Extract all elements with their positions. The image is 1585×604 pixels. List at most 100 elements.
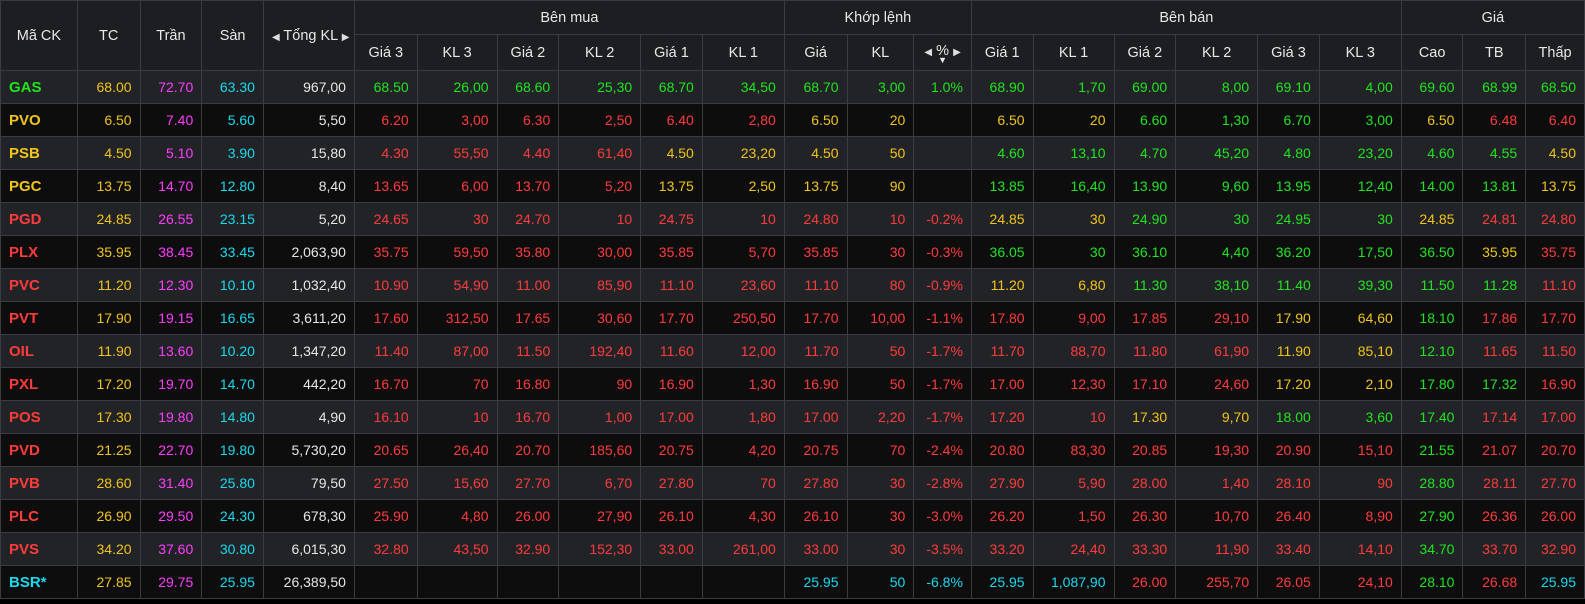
header-symbol[interactable]: Mã CK xyxy=(0,0,78,71)
header-ceiling[interactable]: Trần xyxy=(139,0,203,71)
header-total-volume[interactable]: ◀ Tổng KL ▶ xyxy=(262,0,355,71)
cell-avg: 6.48 xyxy=(1462,103,1527,137)
header-ask-price2[interactable]: Giá 2 xyxy=(1113,34,1177,71)
table-row[interactable]: PVB 28.60 31.40 25.80 79,50 27.50 15,60 27.70 6,… xyxy=(0,466,1585,500)
table-row[interactable]: PLC 26.90 29.50 24.30 678,30 25.90 4,80 26.00 27… xyxy=(0,499,1585,533)
header-ask-vol1[interactable]: KL 1 xyxy=(1032,34,1115,71)
cell-symbol[interactable]: PXL xyxy=(0,367,78,401)
table-row[interactable]: OIL 11.90 13.60 10.20 1,347,20 11.40 87,00 11.5… xyxy=(0,334,1585,368)
cell-ask-price2: 33.30 xyxy=(1113,532,1177,566)
cell-bid-vol3: 10 xyxy=(416,400,498,434)
cell-pct-change: -3.5% xyxy=(913,532,972,566)
table-row[interactable]: PVT 17.90 19.15 16.65 3,611,20 17.60 312,50 17.… xyxy=(0,301,1585,335)
cell-symbol[interactable]: PVO xyxy=(0,103,78,137)
header-bid-vol1[interactable]: KL 1 xyxy=(701,34,785,71)
header-bid-vol3[interactable]: KL 3 xyxy=(416,34,498,71)
cell-symbol[interactable]: PVS xyxy=(0,532,78,566)
pct-right-icon[interactable]: ▶ xyxy=(953,46,961,58)
scroll-left-icon[interactable]: ◀ xyxy=(271,31,280,43)
cell-bid-vol2: 185,60 xyxy=(558,433,642,467)
table-row[interactable]: PGD 24.85 26.55 23.15 5,20 24.65 30 24.70 10 24.7… xyxy=(0,202,1585,236)
cell-bid-price2: 16.80 xyxy=(496,367,560,401)
cell-match-vol: 90 xyxy=(846,169,915,203)
cell-bid-vol2: 27,90 xyxy=(558,499,642,533)
header-ask-price3[interactable]: Giá 3 xyxy=(1257,34,1320,71)
cell-bid-price1: 11.10 xyxy=(640,268,703,302)
table-row[interactable]: BSR* 27.85 29.75 25.95 26,389,50 25.95 50 -6.8%… xyxy=(0,565,1585,599)
cell-ask-vol2: 255,70 xyxy=(1175,565,1259,599)
cell-symbol[interactable]: PVD xyxy=(0,433,78,467)
table-row[interactable]: PVD 21.25 22.70 19.80 5,730,20 20.65 26,40 20.7… xyxy=(0,433,1585,467)
cell-ask-vol1: 1,50 xyxy=(1032,499,1115,533)
cell-bid-vol1: 1,80 xyxy=(701,400,785,434)
table-row[interactable]: PVS 34.20 37.60 30.80 6,015,30 32.80 43,50 32.9… xyxy=(0,532,1585,566)
cell-symbol[interactable]: PVB xyxy=(0,466,78,500)
cell-bid-price1: 6.40 xyxy=(640,103,703,137)
cell-ask-price3: 13.95 xyxy=(1257,169,1320,203)
cell-ref: 13.75 xyxy=(76,169,141,203)
cell-match-vol: 50 xyxy=(846,565,915,599)
cell-symbol[interactable]: PVT xyxy=(0,301,78,335)
table-row[interactable]: PSB 4.50 5.10 3.90 15,80 4.30 55,50 4.40 61,40 4.… xyxy=(0,136,1585,170)
cell-ask-vol2: 38,10 xyxy=(1175,268,1259,302)
cell-ask-vol2: 10,70 xyxy=(1175,499,1259,533)
cell-symbol[interactable]: PVC xyxy=(0,268,78,302)
table-row[interactable]: PGC 13.75 14.70 12.80 8,40 13.65 6,00 13.70 5,20… xyxy=(0,169,1585,203)
header-bid-price3[interactable]: Giá 3 xyxy=(353,34,418,71)
cell-symbol[interactable]: GAS xyxy=(0,70,78,104)
cell-bid-price1: 11.60 xyxy=(640,334,703,368)
header-ask-price1[interactable]: Giá 1 xyxy=(970,34,1034,71)
cell-ask-price2: 24.90 xyxy=(1113,202,1177,236)
header-bid-price1[interactable]: Giá 1 xyxy=(640,34,703,71)
cell-symbol[interactable]: PSB xyxy=(0,136,78,170)
cell-symbol[interactable]: OIL xyxy=(0,334,78,368)
cell-bid-price3: 4.30 xyxy=(353,136,418,170)
header-high[interactable]: Cao xyxy=(1400,34,1464,71)
cell-ceiling: 29.50 xyxy=(139,499,203,533)
cell-symbol[interactable]: BSR* xyxy=(0,565,78,599)
scroll-right-icon[interactable]: ▶ xyxy=(341,31,350,43)
cell-bid-vol1: 10 xyxy=(701,202,785,236)
cell-bid-vol3: 87,00 xyxy=(416,334,498,368)
header-bid-vol2[interactable]: KL 2 xyxy=(558,34,642,71)
cell-symbol[interactable]: PGD xyxy=(0,202,78,236)
cell-ref: 68.00 xyxy=(76,70,141,104)
cell-ref: 6.50 xyxy=(76,103,141,137)
header-low[interactable]: Thấp xyxy=(1525,34,1585,71)
cell-symbol[interactable]: POS xyxy=(0,400,78,434)
cell-symbol[interactable]: PGC xyxy=(0,169,78,203)
cell-floor: 23.15 xyxy=(201,202,264,236)
cell-floor: 19.80 xyxy=(201,433,264,467)
header-pct-change[interactable]: ◀ % ▶ ▼ xyxy=(913,34,972,71)
cell-bid-vol2: 61,40 xyxy=(558,136,642,170)
cell-symbol[interactable]: PLX xyxy=(0,235,78,269)
table-row[interactable]: PVC 11.20 12.30 10.10 1,032,40 10.90 54,90 11.0… xyxy=(0,268,1585,302)
cell-match-vol: 20 xyxy=(846,103,915,137)
cell-ask-vol1: 30 xyxy=(1032,235,1115,269)
header-match-vol[interactable]: KL xyxy=(846,34,915,71)
header-ref[interactable]: TC xyxy=(76,0,141,71)
header-match-price[interactable]: Giá xyxy=(783,34,848,71)
cell-ref: 34.20 xyxy=(76,532,141,566)
cell-bid-vol3: 70 xyxy=(416,367,498,401)
table-row[interactable]: PXL 17.20 19.70 14.70 442,20 16.70 70 16.80 90 16… xyxy=(0,367,1585,401)
header-ask-vol2[interactable]: KL 2 xyxy=(1175,34,1259,71)
cell-ref: 4.50 xyxy=(76,136,141,170)
cell-ref: 21.25 xyxy=(76,433,141,467)
cell-symbol[interactable]: PLC xyxy=(0,499,78,533)
cell-ask-vol3: 85,10 xyxy=(1318,334,1402,368)
table-row[interactable]: GAS 68.00 72.70 63.30 967,00 68.50 26,00 68.60 2… xyxy=(0,70,1585,104)
header-bid-price2[interactable]: Giá 2 xyxy=(496,34,560,71)
sort-down-icon[interactable]: ▼ xyxy=(938,54,948,65)
cell-floor: 10.20 xyxy=(201,334,264,368)
table-row[interactable]: POS 17.30 19.80 14.80 4,90 16.10 10 16.70 1,00 17… xyxy=(0,400,1585,434)
header-ask-vol3[interactable]: KL 3 xyxy=(1318,34,1402,71)
header-avg[interactable]: TB xyxy=(1462,34,1527,71)
table-row[interactable]: PLX 35.95 38.45 33.45 2,063,90 35.75 59,50 35.8… xyxy=(0,235,1585,269)
cell-bid-price3: 16.70 xyxy=(353,367,418,401)
table-row[interactable]: PVO 6.50 7.40 5.60 5,50 6.20 3,00 6.30 2,50 6.40 2… xyxy=(0,103,1585,137)
pct-left-icon[interactable]: ◀ xyxy=(924,46,933,58)
header-floor[interactable]: Sàn xyxy=(201,0,264,71)
cell-high: 24.85 xyxy=(1400,202,1464,236)
